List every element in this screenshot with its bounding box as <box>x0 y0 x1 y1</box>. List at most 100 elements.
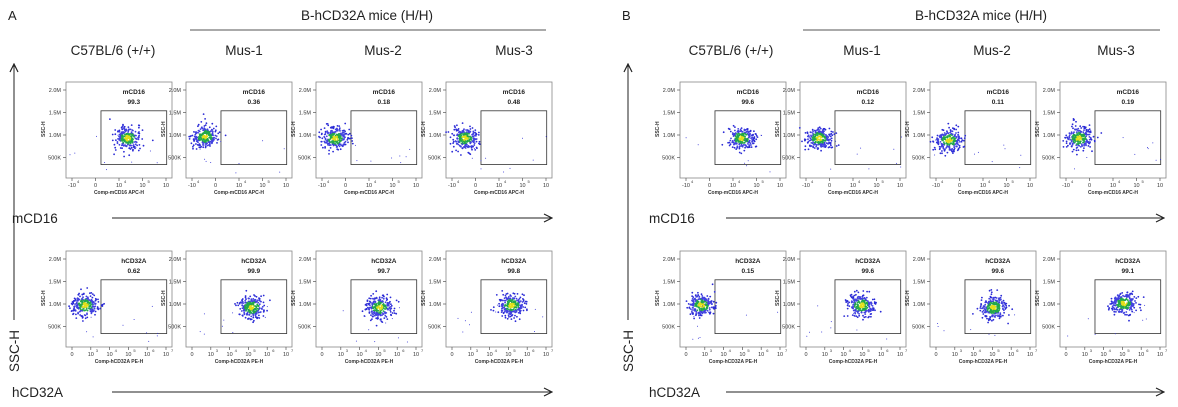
event-point <box>1071 143 1074 145</box>
event-point <box>128 154 131 157</box>
event-point <box>1085 133 1088 136</box>
event-point <box>82 293 85 295</box>
event-point <box>730 137 732 140</box>
event-point <box>475 140 478 143</box>
event-point <box>751 136 754 139</box>
gate-percent: 99.9 <box>248 268 261 275</box>
event-point <box>734 129 736 132</box>
event-point <box>738 151 741 154</box>
y-tick-label: 1.0M <box>49 133 62 139</box>
event-point <box>327 138 330 141</box>
event-point <box>1075 120 1077 123</box>
event-point <box>249 304 252 307</box>
event-point <box>211 136 213 139</box>
y-tick-label: 1.0M <box>169 302 182 308</box>
event-point <box>378 303 381 306</box>
event-point <box>732 124 735 127</box>
event-point <box>946 135 949 138</box>
event-point <box>1068 132 1071 135</box>
event-point <box>1134 300 1136 302</box>
event-point <box>131 141 134 144</box>
event-point <box>348 132 351 135</box>
event-point <box>709 312 711 315</box>
x-tick-exponent: 7 <box>1035 348 1038 353</box>
event-point <box>736 130 739 133</box>
event-point <box>731 133 734 136</box>
event-point <box>994 334 996 336</box>
event-point <box>731 140 734 142</box>
y-axis-title: SSC-H <box>421 290 427 306</box>
x-tick-exponent: 4 <box>244 179 247 184</box>
event-point <box>995 299 997 302</box>
event-point <box>261 305 264 308</box>
event-point <box>262 140 264 142</box>
event-point <box>378 296 381 299</box>
event-point <box>1120 300 1123 303</box>
event-point <box>996 311 998 314</box>
event-point <box>1074 168 1075 170</box>
event-point <box>397 337 399 339</box>
event-point <box>73 305 76 308</box>
event-point <box>992 314 994 317</box>
event-point <box>395 312 398 315</box>
event-point <box>1073 139 1075 141</box>
y-tick-label: 1.5M <box>913 111 926 117</box>
gate-percent: 0.12 <box>862 99 875 106</box>
event-point <box>78 302 81 305</box>
event-point <box>328 144 331 147</box>
event-point <box>94 313 96 316</box>
event-point <box>207 130 210 133</box>
event-point <box>203 132 206 135</box>
event-point <box>1069 138 1072 141</box>
event-point <box>1004 307 1007 310</box>
event-point <box>507 301 510 304</box>
event-point <box>202 135 205 138</box>
event-point <box>694 300 697 302</box>
y-tick-label: 1.0M <box>299 302 312 308</box>
event-point <box>1003 144 1005 146</box>
event-point <box>157 332 159 334</box>
event-point <box>241 304 244 307</box>
event-point <box>469 125 471 128</box>
event-point <box>211 133 214 136</box>
event-point <box>1087 130 1090 133</box>
event-point <box>247 297 250 300</box>
gate <box>1094 279 1162 334</box>
event-point <box>1091 150 1093 153</box>
event-point <box>252 316 255 319</box>
x-tick-label: 10 <box>878 352 884 358</box>
event-point <box>461 138 463 141</box>
x-tick-label: 10 <box>116 183 122 189</box>
event-point <box>118 143 121 146</box>
gate-percent: 99.6 <box>992 268 1005 275</box>
event-point <box>1160 159 1161 161</box>
event-point <box>474 149 477 151</box>
event-point <box>504 294 507 297</box>
event-point <box>956 142 959 144</box>
event-point <box>697 325 698 327</box>
event-point <box>465 129 467 131</box>
x-tick-label: 0 <box>320 352 323 358</box>
event-point <box>478 131 480 134</box>
gate-percent: 0.18 <box>378 99 391 106</box>
gate-percent: 0.36 <box>248 99 261 106</box>
panel-letter: B <box>622 8 631 23</box>
event-point <box>336 148 339 151</box>
event-point <box>81 310 83 312</box>
event-point <box>1071 138 1073 141</box>
event-point <box>729 130 732 133</box>
y-tick-label: 1.5M <box>169 111 182 117</box>
event-point <box>514 314 516 317</box>
event-point <box>323 133 326 136</box>
event-point <box>336 140 339 143</box>
column-label: Mus-1 <box>225 43 263 58</box>
event-point <box>753 130 755 133</box>
event-point <box>697 301 700 303</box>
y-tick-label: 2.0M <box>783 257 796 263</box>
event-point <box>1020 154 1022 156</box>
y-tick-label: 1.5M <box>49 111 62 117</box>
event-point <box>501 309 504 312</box>
event-point <box>985 301 988 304</box>
event-point <box>939 134 942 137</box>
event-point <box>686 306 689 309</box>
